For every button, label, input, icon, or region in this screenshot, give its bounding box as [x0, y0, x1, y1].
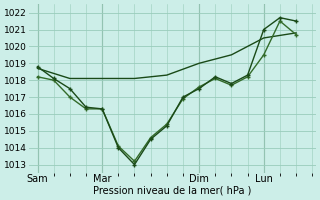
X-axis label: Pression niveau de la mer( hPa ): Pression niveau de la mer( hPa ): [93, 186, 252, 196]
